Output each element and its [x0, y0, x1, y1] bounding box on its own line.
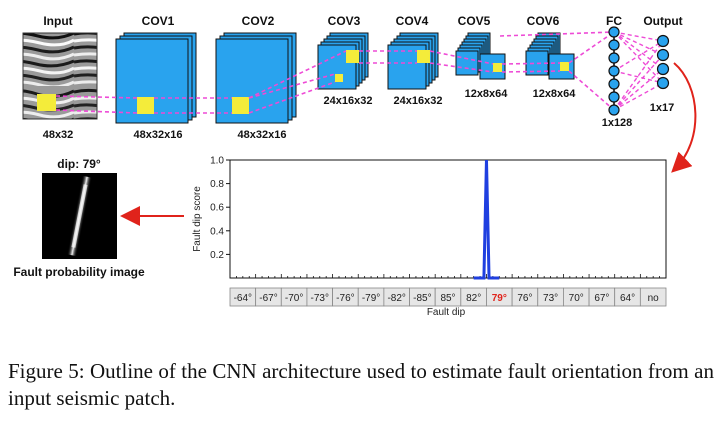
fault-probability-image: [42, 173, 117, 259]
input-receptive-field: [37, 94, 56, 111]
x-tick-label: -67°: [259, 293, 277, 304]
layer-connectors: [55, 31, 615, 114]
y-axis-label: Fault dip score: [192, 186, 203, 252]
dim-cov1: 48x32x16: [134, 129, 183, 141]
fc-output-connections: [613, 31, 664, 111]
score-series-line: [473, 159, 500, 280]
y-tick-label: 0.4: [210, 226, 224, 237]
cov1-feature-maps: [115, 32, 197, 124]
layer-title-cov1: COV1: [142, 14, 175, 28]
input-seismic-patch: [22, 32, 98, 120]
dim-cov5: 12x8x64: [465, 88, 509, 100]
dim-input: 48x32: [43, 129, 74, 141]
fault-dip-score-chart: 0.2 0.4 0.6 0.8 1.0 -64° -67° -70° -73° -76° -79°…: [192, 156, 667, 318]
fault-image-title: dip: 79°: [57, 157, 101, 171]
dim-fc: 1x128: [602, 117, 633, 129]
x-tick-label: -82°: [387, 293, 405, 304]
plot-area: [229, 159, 667, 279]
dim-output: 1x17: [650, 102, 674, 114]
x-tick-label: -76°: [336, 293, 354, 304]
output-nodes: [656, 34, 670, 90]
layer-title-input: Input: [43, 14, 72, 28]
layer-title-cov2: COV2: [242, 14, 275, 28]
cov4-feature-maps: [387, 32, 439, 90]
dim-cov3: 24x16x32: [324, 95, 373, 107]
y-tick-label: 0.8: [210, 179, 224, 190]
x-tick-label: -64°: [234, 293, 252, 304]
x-tick-label: 73°: [543, 293, 558, 304]
layer-title-output: Output: [643, 14, 682, 28]
x-tick-label: 70°: [569, 293, 584, 304]
x-tick-label: -70°: [285, 293, 303, 304]
cov2-feature-maps: [215, 32, 297, 124]
y-tick-label: 1.0: [210, 156, 224, 167]
x-tick-label: no: [648, 293, 660, 304]
layer-title-cov4: COV4: [396, 14, 429, 28]
y-tick-label: 0.2: [210, 250, 224, 261]
x-tick-label: 76°: [517, 293, 532, 304]
dim-cov4: 24x16x32: [394, 95, 443, 107]
x-tick-label: -79°: [362, 293, 380, 304]
dim-cov6: 12x8x64: [533, 88, 577, 100]
x-category-cell: [639, 287, 667, 307]
layer-title-cov5: COV5: [458, 14, 491, 28]
x-tick-label: 67°: [594, 293, 609, 304]
x-tick-label: 79°: [492, 293, 507, 304]
y-tick-label: 0.6: [210, 203, 224, 214]
x-tick-label: -73°: [311, 293, 329, 304]
x-tick-label: 85°: [440, 293, 455, 304]
layer-title-fc: FC: [606, 14, 622, 28]
x-tick-label: 82°: [466, 293, 481, 304]
x-tick-label: 64°: [620, 293, 635, 304]
output-to-chart-arrow: [671, 62, 697, 173]
cov3-feature-maps: [317, 32, 369, 90]
figure-caption: Figure 5: Outline of the CNN architectur…: [8, 359, 714, 410]
layer-title-cov6: COV6: [527, 14, 560, 28]
x-tick-label: -85°: [413, 293, 431, 304]
layer-title-cov3: COV3: [328, 14, 361, 28]
dim-cov2: 48x32x16: [238, 129, 287, 141]
cov5-feature-maps: [455, 32, 506, 80]
x-axis-label: Fault dip: [427, 307, 466, 318]
fault-image-label: Fault probability image: [13, 265, 145, 279]
fc-nodes: [608, 26, 620, 116]
